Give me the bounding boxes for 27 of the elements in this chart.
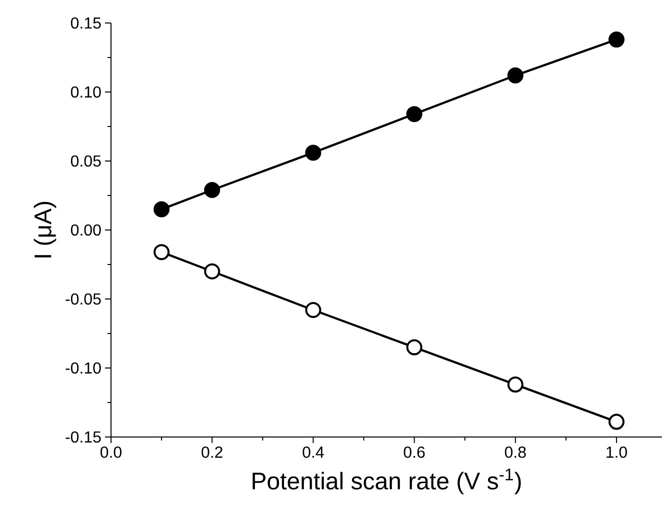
point — [507, 376, 524, 393]
y-tick-label: 0.15 — [70, 17, 101, 29]
x-tick-label: 0.8 — [504, 446, 526, 458]
point — [305, 302, 322, 318]
x-tick-label: 0.2 — [202, 446, 222, 458]
x-tick-label: 0.4 — [302, 446, 324, 458]
point — [406, 106, 422, 122]
point — [305, 144, 322, 161]
point — [608, 414, 624, 430]
point — [204, 263, 220, 280]
point — [204, 182, 220, 198]
point — [608, 32, 624, 48]
point — [507, 67, 524, 84]
y-tick-label: 0.05 — [70, 155, 101, 167]
x-tick-label: 1.0 — [606, 446, 627, 458]
y-axis-title: I (μA) — [34, 202, 56, 258]
y-tick-label: 0.00 — [70, 224, 101, 236]
point — [154, 201, 170, 218]
point — [406, 339, 422, 356]
y-tick-label: -0.15 — [66, 431, 101, 443]
y-tick-label: -0.10 — [66, 362, 101, 374]
y-tick-label: -0.05 — [66, 293, 101, 305]
x-tick-label: 0.6 — [404, 446, 425, 458]
point — [154, 244, 170, 260]
x-axis-title: Potential scan rate (V s$^{-1}$) — [252, 468, 521, 494]
x-tick-label: 0.0 — [100, 446, 122, 458]
y-tick-label: 0.10 — [70, 86, 101, 98]
